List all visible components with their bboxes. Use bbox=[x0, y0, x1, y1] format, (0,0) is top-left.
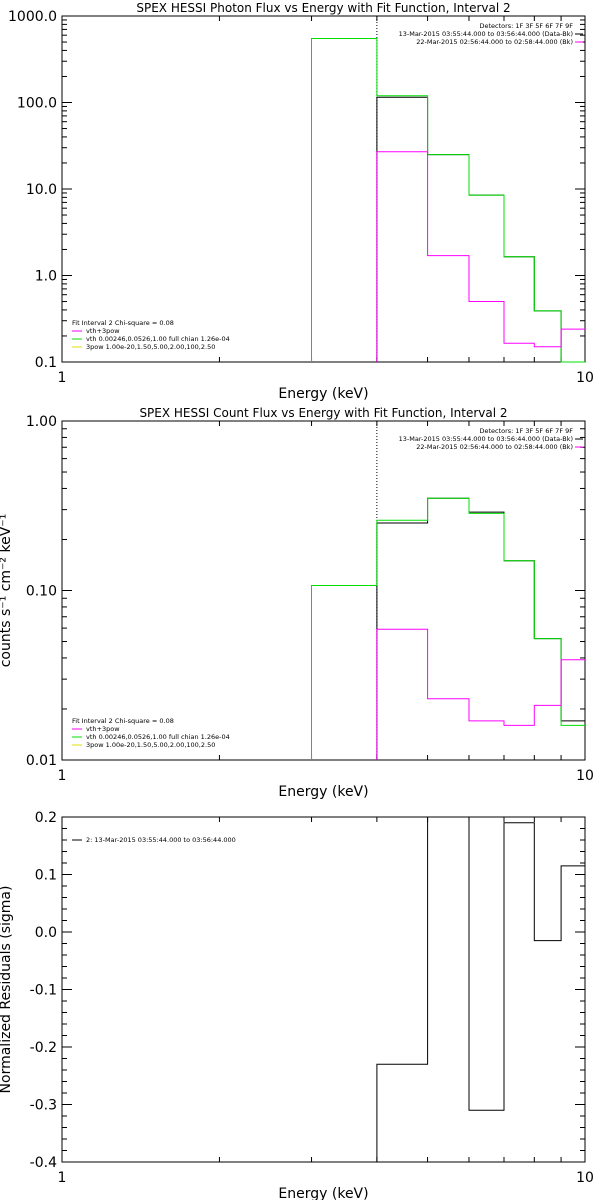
plot-frame-1 bbox=[61, 420, 586, 761]
legend-right-entry: 13-Mar-2015 03:55:44.000 to 03:56:44.000… bbox=[399, 435, 573, 443]
y-axis-label: counts s⁻¹ cm⁻² keV⁻¹ bbox=[0, 514, 14, 668]
plot-frame-2 bbox=[61, 816, 586, 1163]
y-tick-label: 10.0 bbox=[26, 182, 57, 198]
chart-title: SPEX HESSI Count Flux vs Energy with Fit… bbox=[139, 406, 507, 420]
y-tick-label: 0.1 bbox=[35, 355, 57, 371]
legend-right-header: Detectors: 1F 3F 5F 6F 7F 9F bbox=[479, 22, 573, 30]
y-tick-label: -0.4 bbox=[30, 1155, 57, 1171]
x-tick-label: 1 bbox=[58, 1170, 67, 1186]
y-tick-label: 0.2 bbox=[35, 810, 57, 826]
legend-left-header: Fit Interval 2 Chi-square = 0.08 bbox=[72, 717, 174, 725]
y-tick-label: -0.1 bbox=[30, 983, 57, 999]
legend-left-entry: 2: 13-Mar-2015 03:55:44.000 to 03:56:44.… bbox=[86, 836, 236, 844]
legend-left-entry: vth 0.00246,0.0526,1.00 full chian 1.26e… bbox=[86, 335, 230, 343]
x-axis-label: Energy (keV) bbox=[278, 1186, 368, 1200]
legend-left-entry: vth+3pow bbox=[86, 725, 120, 733]
series-0-step bbox=[376, 816, 586, 1162]
series-2-step bbox=[376, 151, 585, 362]
series-1-step bbox=[311, 497, 585, 760]
plot-frame-0 bbox=[61, 15, 586, 363]
legend-left-entry: vth+3pow bbox=[86, 327, 120, 335]
y-tick-label: 1000.0 bbox=[8, 9, 57, 25]
series-2-step bbox=[376, 628, 585, 760]
y-axis-label: Normalized Residuals (sigma) bbox=[0, 886, 14, 1094]
x-tick-label: 1 bbox=[58, 768, 67, 784]
y-tick-label: 0.10 bbox=[26, 584, 57, 600]
legend-right-header: Detectors: 1F 3F 5F 6F 7F 9F bbox=[479, 427, 573, 435]
legend-left-entry: 3pow 1.00e-20,1.50,5.00,2.00,100,2.50 bbox=[86, 741, 215, 749]
x-axis-label: Energy (keV) bbox=[278, 784, 368, 800]
y-tick-label: 0.01 bbox=[26, 753, 57, 769]
x-tick-label: 1 bbox=[58, 370, 67, 386]
series-1-step bbox=[311, 38, 585, 363]
x-axis-label: Energy (keV) bbox=[278, 386, 368, 402]
y-tick-label: 1.0 bbox=[35, 269, 57, 285]
y-tick-label: 1.00 bbox=[26, 414, 57, 430]
y-tick-label: 100.0 bbox=[17, 96, 57, 112]
y-tick-label: 0.0 bbox=[35, 925, 57, 941]
legend-right-entry: 22-Mar-2015 02:56:44.000 to 02:58:44.000… bbox=[416, 443, 573, 451]
x-tick-label: 10 bbox=[576, 768, 594, 784]
x-tick-label: 10 bbox=[576, 1170, 594, 1186]
x-tick-label: 10 bbox=[576, 370, 594, 386]
y-tick-label: -0.2 bbox=[30, 1040, 57, 1056]
legend-right-entry: 22-Mar-2015 02:56:44.000 to 02:58:44.000… bbox=[416, 38, 573, 46]
series-0-step bbox=[376, 96, 585, 363]
legend-right-entry: 13-Mar-2015 03:55:44.000 to 03:56:44.000… bbox=[399, 30, 573, 38]
y-tick-label: 0.1 bbox=[35, 868, 57, 884]
y-tick-label: -0.3 bbox=[30, 1098, 57, 1114]
chart-title: SPEX HESSI Photon Flux vs Energy with Fi… bbox=[136, 1, 510, 15]
legend-left-header: Fit Interval 2 Chi-square = 0.08 bbox=[72, 319, 174, 327]
legend-left-entry: 3pow 1.00e-20,1.50,5.00,2.00,100,2.50 bbox=[86, 343, 215, 351]
legend-left-entry: vth 0.00246,0.0526,1.00 full chian 1.26e… bbox=[86, 733, 230, 741]
